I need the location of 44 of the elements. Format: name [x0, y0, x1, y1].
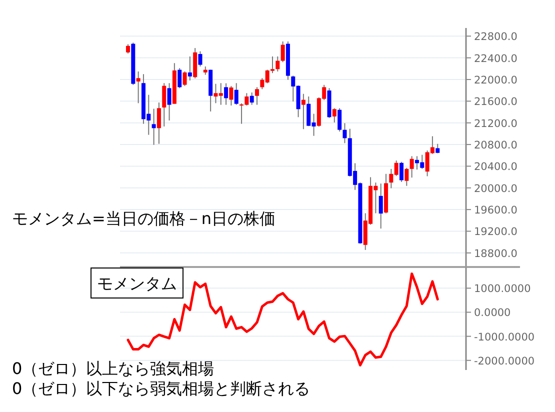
y-tick-label: 0.0000	[474, 307, 511, 320]
y-tick-label: 18800.0	[474, 248, 518, 260]
candlestick	[162, 82, 166, 127]
candlestick	[404, 167, 409, 186]
y-tick-label: 21200.0	[474, 118, 518, 130]
candlestick	[136, 70, 140, 104]
y-tick-label: 19600.0	[474, 204, 518, 217]
candlestick	[167, 82, 172, 122]
annotation: モメンタム=当日の価格－n日の株価	[12, 209, 276, 228]
y-tick-label: 22800.0	[474, 31, 518, 44]
candlestick	[224, 82, 228, 106]
y-tick-label: 21600.0	[474, 96, 518, 108]
y-tick-label: 1000.0000	[474, 283, 531, 296]
annotation: 0（ゼロ）以上なら強気相場	[12, 359, 214, 378]
candlestick	[156, 102, 161, 144]
candlestick	[234, 82, 238, 106]
candlestick	[338, 108, 342, 132]
y-tick-label: -1000.0000	[474, 331, 535, 344]
y-tick-label: 20800.0	[474, 140, 518, 152]
y-tick-label: 22000.0	[474, 74, 518, 86]
y-tick-label: 20400.0	[474, 161, 518, 174]
y-tick-label: 19200.0	[474, 226, 518, 238]
candlestick	[410, 156, 414, 178]
candlestick	[188, 56, 192, 81]
text: 0（ゼロ）以下なら弱気相場と判断される	[12, 379, 310, 398]
title: モメンタム	[90, 268, 184, 298]
candlestick	[229, 85, 234, 106]
candlestick	[301, 93, 306, 130]
y-tick-label: -2000.0000	[474, 355, 535, 368]
y-tick-label: 20000.0	[474, 182, 518, 195]
candlestick	[182, 70, 187, 86]
candlestick	[152, 108, 156, 146]
candlestick	[332, 108, 336, 123]
candlestick	[342, 122, 347, 144]
candlestick	[280, 40, 285, 63]
candlestick	[255, 86, 260, 106]
candlestick	[276, 56, 280, 72]
candlestick	[378, 183, 383, 230]
candlestick	[198, 50, 202, 67]
candlestick	[399, 161, 404, 182]
candlestick	[178, 68, 182, 89]
y-tick-label: 22400.0	[474, 52, 518, 65]
candlestick	[250, 92, 254, 106]
candlestick	[126, 44, 130, 54]
